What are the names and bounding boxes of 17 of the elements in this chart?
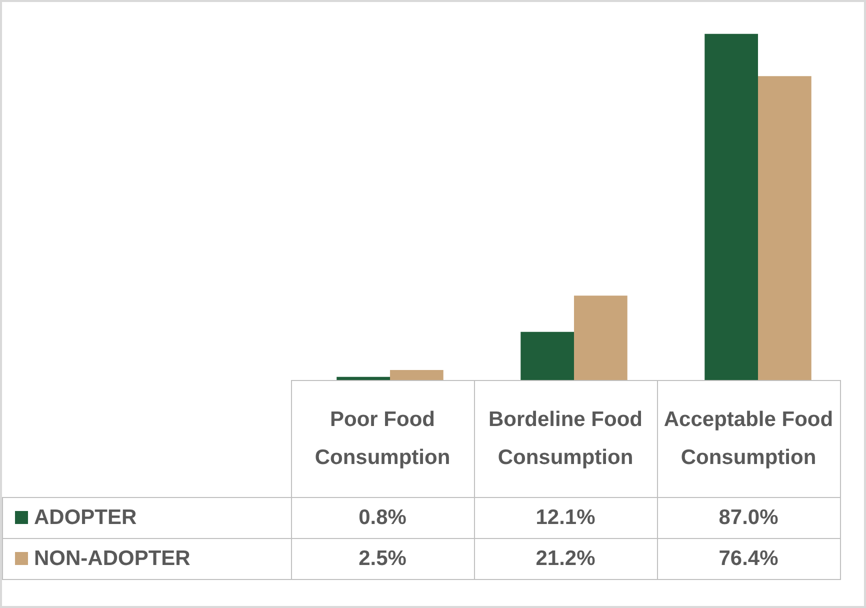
bar (704, 34, 758, 380)
data-label: 76.4% (657, 538, 840, 580)
bar (574, 296, 628, 380)
bar (520, 332, 574, 380)
bar (390, 370, 444, 380)
data-label: 2.5% (291, 538, 474, 580)
data-label: 12.1% (474, 498, 657, 538)
bar (336, 376, 390, 380)
x-tick-label: Acceptable Food Consumption (657, 380, 840, 498)
data-label: 87.0% (657, 498, 840, 538)
x-tick-label: Poor Food Consumption (291, 380, 474, 498)
bar (758, 76, 812, 380)
x-tick-label: Bordeline Food Consumption (474, 380, 657, 498)
data-label: 0.8% (291, 498, 474, 538)
legend-label: NON-ADOPTER (2, 538, 291, 580)
legend-label: ADOPTER (2, 498, 291, 538)
data-label: 21.2% (474, 538, 657, 580)
